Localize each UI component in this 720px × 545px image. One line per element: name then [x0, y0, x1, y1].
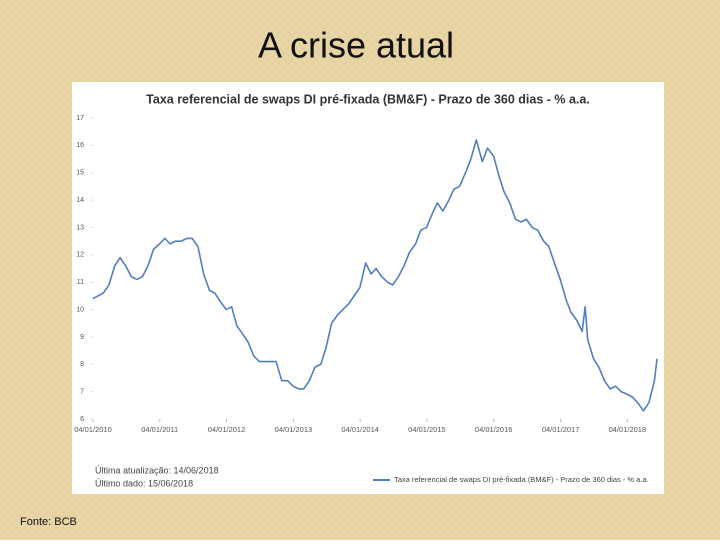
y-tick-label: 14 — [76, 197, 84, 204]
x-tick-label: 04/01/2014 — [341, 425, 379, 434]
x-tick-label: 04/01/2013 — [275, 425, 313, 434]
y-tick-label: 11 — [77, 279, 84, 286]
x-tick-label: 04/01/2010 — [74, 425, 112, 434]
x-tick-label: 04/01/2017 — [542, 425, 580, 434]
y-tick-label: 15 — [76, 170, 84, 177]
y-tick-label: 13 — [76, 224, 84, 231]
x-tick-label: 04/01/2012 — [208, 425, 246, 434]
y-tick-label: 7 — [80, 388, 84, 395]
slide-title: A crise atual — [258, 25, 454, 66]
x-tick-label: 04/01/2018 — [609, 425, 647, 434]
y-tick-label: 16 — [76, 142, 84, 149]
source: Fonte: BCB — [20, 516, 77, 528]
legend-label: Taxa referencial de swaps DI pré-fixada … — [394, 475, 649, 484]
x-tick-label: 04/01/2015 — [408, 425, 446, 434]
note: Último dado: 15/06/2018 — [95, 478, 193, 488]
y-tick-label: 12 — [76, 252, 84, 259]
chart-title: Taxa referencial de swaps DI pré-fixada … — [146, 92, 590, 106]
y-tick-label: 17 — [76, 115, 84, 122]
y-tick-label: 10 — [76, 306, 84, 313]
y-tick-label: 6 — [80, 416, 84, 423]
chart-box — [72, 82, 664, 494]
x-tick-label: 04/01/2016 — [475, 425, 513, 434]
note: Última atualização: 14/06/2018 — [95, 465, 219, 475]
y-tick-label: 8 — [80, 361, 84, 368]
series-line — [92, 139, 658, 412]
x-tick-label: 04/01/2011 — [141, 425, 178, 434]
y-tick-label: 9 — [80, 334, 84, 341]
